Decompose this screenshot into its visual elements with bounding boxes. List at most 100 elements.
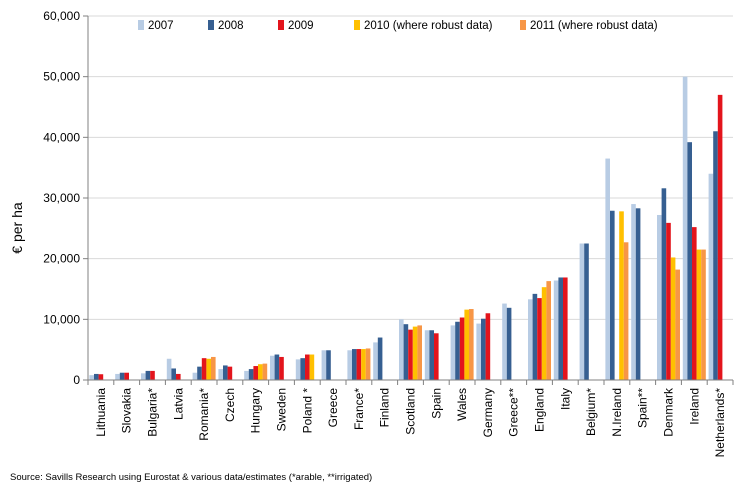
bar-ireland-2011 (701, 249, 706, 380)
bar-poland-2010 (309, 354, 315, 380)
bar-wales-2007 (450, 325, 456, 380)
bar-latvia-2008 (171, 368, 176, 380)
bar-wales-2008 (455, 321, 460, 380)
x-tick-label: Netherlands* (713, 388, 727, 458)
x-tick-label: Bulgaria* (146, 388, 160, 437)
y-tick-label: 60,000 (43, 9, 80, 23)
bar-netherlands-2007 (708, 173, 714, 380)
x-tick-label: Finland (378, 388, 392, 427)
legend-label: 2008 (218, 20, 244, 32)
bar-greece-2008 (506, 307, 512, 380)
x-tick-label: England (533, 388, 547, 432)
bar-wales-2009 (459, 317, 465, 380)
bar-sweden-2007 (270, 355, 275, 380)
legend-swatch (354, 20, 360, 30)
bar-greece-2007 (502, 303, 507, 380)
bar-bulgaria-2008 (145, 370, 151, 380)
bar-scotland-2010 (412, 326, 418, 380)
x-tick-label: France* (352, 388, 366, 430)
bar-belgium-2008 (584, 243, 589, 380)
bar-ireland-2009 (692, 227, 697, 380)
bar-nireland-2007 (605, 158, 610, 380)
bar-czech-2007 (218, 369, 223, 380)
y-tick-label: 40,000 (43, 130, 80, 144)
bar-hungary-2011 (262, 363, 268, 380)
bar-spain-2007 (424, 330, 430, 380)
bar-italy-2007 (553, 280, 559, 380)
bar-france-2007 (347, 350, 352, 380)
bar-latvia-2009 (176, 373, 181, 380)
bar-england-2007 (528, 299, 533, 380)
bar-france-2009 (356, 349, 362, 380)
bar-england-2010 (541, 287, 547, 380)
bar-ireland-2007 (682, 76, 688, 381)
bar-hungary-2008 (248, 369, 254, 380)
legend-label: 2011 (where robust data) (530, 20, 658, 32)
bar-bulgaria-2009 (150, 370, 155, 380)
bar-spain-2007 (631, 204, 636, 380)
bar-england-2011 (546, 281, 551, 380)
bar-greece-2008 (326, 350, 331, 380)
x-tick-label: Sweden (275, 388, 289, 431)
bar-hungary-2010 (258, 364, 263, 380)
y-tick-label: 20,000 (43, 252, 80, 266)
bar-lithuania-2007 (89, 375, 94, 380)
legend: 2007 2008 2009 2010 (where robust data) 2011… (138, 20, 658, 32)
legend-label: 2009 (288, 20, 314, 32)
bar-poland-2009 (305, 354, 310, 380)
bar-lithuania-2008 (94, 373, 99, 380)
bar-slovakia-2008 (119, 372, 125, 380)
bar-latvia-2007 (166, 358, 172, 380)
bar-netherlands-2009 (717, 94, 723, 380)
bar-england-2009 (537, 298, 542, 380)
x-tick-label: Lithuania (94, 388, 108, 437)
bar-france-2011 (365, 348, 371, 380)
bar-greece-2007 (321, 350, 327, 380)
y-axis-label: € per ha (9, 202, 25, 254)
bar-bulgaria-2007 (141, 373, 146, 380)
bar-czech-2009 (227, 366, 233, 380)
legend-swatch (278, 20, 284, 30)
bar-ireland-2010 (696, 249, 702, 380)
x-tick-label: Scotland (404, 388, 418, 435)
bar-lithuania-2009 (98, 374, 104, 380)
bar-france-2008 (352, 349, 357, 380)
bar-spain-2008 (635, 208, 641, 380)
bar-denmark-2008 (661, 188, 667, 380)
y-tick-label: 10,000 (43, 312, 80, 326)
x-tick-label: Latvia (171, 388, 185, 420)
bar-slovakia-2009 (124, 372, 129, 380)
bar-slovakia-2007 (115, 373, 120, 380)
bar-italy-2009 (563, 277, 568, 380)
x-tick-label: Czech (223, 388, 237, 422)
x-tick-label: Greece** (507, 388, 521, 437)
x-tick-label: N.Ireland (610, 388, 624, 437)
bar-nireland-2011 (623, 242, 629, 380)
bars (89, 76, 723, 381)
bar-hungary-2009 (253, 366, 258, 380)
bar-ireland-2008 (687, 142, 692, 380)
x-tick-label: Romania* (197, 388, 211, 441)
y-tick-label: 30,000 (43, 191, 80, 205)
bar-romania-2007 (192, 372, 198, 380)
bar-sweden-2008 (274, 354, 280, 380)
legend-swatch (208, 20, 214, 30)
x-tick-label: Hungary (249, 388, 263, 433)
bar-scotland-2011 (417, 325, 422, 380)
legend-label: 2007 (148, 20, 174, 32)
bar-sweden-2009 (279, 356, 284, 380)
y-tick-label: 0 (73, 373, 80, 387)
x-tick-label: Belgium* (584, 388, 598, 436)
bar-germany-2007 (476, 323, 481, 380)
bar-wales-2011 (469, 309, 474, 380)
bar-france-2010 (361, 349, 366, 380)
bar-denmark-2010 (670, 257, 676, 380)
bar-romania-2010 (206, 358, 211, 380)
bar-poland-2008 (300, 358, 305, 380)
bar-denmark-2007 (657, 214, 662, 380)
bar-scotland-2008 (403, 324, 409, 380)
bar-finland-2008 (377, 337, 383, 380)
bar-germany-2009 (485, 313, 491, 380)
bar-finland-2007 (373, 342, 378, 380)
y-tick-label: 50,000 (43, 70, 80, 84)
